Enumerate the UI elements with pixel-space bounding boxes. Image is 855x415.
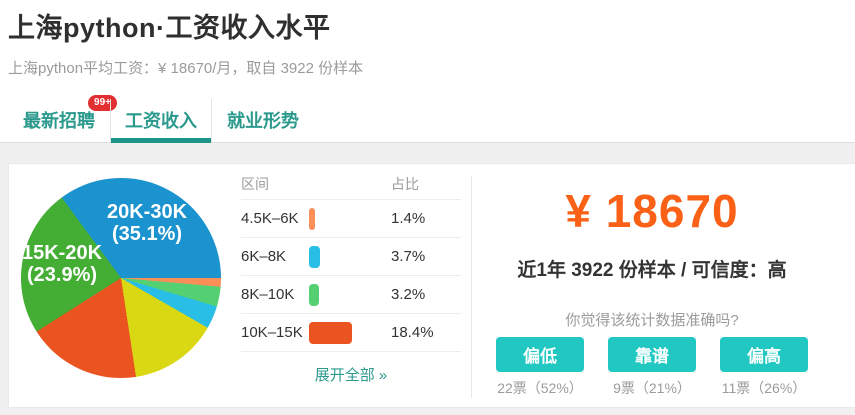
pie-chart: 20K-30K (35.1%) 15K-20K (23.9%) <box>21 178 221 378</box>
mini-bar <box>309 283 319 306</box>
table-row: 6K–8K 3.7% <box>241 237 461 275</box>
average-salary-value: ¥ 18670 <box>565 185 739 237</box>
tab-employment-trend-label: 就业形势 <box>227 111 299 131</box>
vote-accurate-count: 9票（21%） <box>613 380 691 396</box>
vote-low-count: 22票（52%） <box>497 380 583 396</box>
mini-bar <box>309 321 352 344</box>
table-footer: 展开全部 » <box>241 351 461 395</box>
table-row: 10K–15K 18.4% <box>241 313 461 351</box>
table-row: 4.5K–6K 1.4% <box>241 199 461 237</box>
vote-count-row: 22票（52%） 9票（21%） 11票（26%） <box>472 378 832 398</box>
vote-button-row: 偏低 靠谱 偏高 <box>472 337 832 372</box>
accuracy-question: 你觉得该统计数据准确吗? <box>565 312 739 329</box>
vote-high-button[interactable]: 偏高 <box>720 337 808 372</box>
salary-summary-panel: ¥ 18670 近1年 3922 份样本 / 可信度：高 你觉得该统计数据准确吗… <box>472 164 832 398</box>
pct-value: 3.2% <box>391 286 426 303</box>
pie-label-pct: (23.9%) <box>26 264 98 286</box>
pct-value: 1.4% <box>391 210 426 227</box>
table-row: 8K–10K 3.2% <box>241 275 461 313</box>
pct-value: 18.4% <box>391 324 434 341</box>
sample-credibility-line: 近1年 3922 份样本 / 可信度：高 <box>517 260 787 281</box>
page-subtitle: 上海python平均工资：¥ 18670/月，取自 3922 份样本 <box>8 60 364 77</box>
salary-distribution-card: 20K-30K (35.1%) 15K-20K (23.9%) 区间 占比 4.… <box>8 163 855 408</box>
tab-bar: 最新招聘 99+ 工资收入 就业形势 <box>0 95 855 143</box>
range-label: 8K–10K <box>241 286 295 303</box>
range-label: 10K–15K <box>241 324 303 341</box>
mini-bar <box>309 245 320 268</box>
table-header: 区间 占比 <box>241 169 461 199</box>
tab-employment-trend[interactable]: 就业形势 <box>212 99 314 143</box>
vote-accurate-button[interactable]: 靠谱 <box>608 337 696 372</box>
pie-label-range: 20K-30K <box>106 201 188 223</box>
tab-latest-jobs[interactable]: 最新招聘 99+ <box>8 95 117 143</box>
mini-bar <box>309 207 315 230</box>
page-title: 上海python·工资收入水平 <box>8 13 331 43</box>
pie-label-range: 15K-20K <box>21 242 103 264</box>
range-label: 4.5K–6K <box>241 210 299 227</box>
vote-high-count: 11票（26%） <box>721 380 807 396</box>
pct-value: 3.7% <box>391 248 426 265</box>
pie-label-15k-20k: 15K-20K (23.9%) <box>0 242 132 286</box>
salary-range-table: 区间 占比 4.5K–6K 1.4% 6K–8K 3.7% 8K–10K 3.2… <box>241 169 461 395</box>
pie-label-20k-30k: 20K-30K (35.1%) <box>77 201 217 245</box>
tab-salary-income[interactable]: 工资收入 <box>110 99 212 143</box>
vote-low-button[interactable]: 偏低 <box>496 337 584 372</box>
expand-all-link[interactable]: 展开全部 » <box>314 367 388 384</box>
new-count-badge: 99+ <box>88 95 117 111</box>
active-tab-underline <box>111 138 211 143</box>
pie-label-pct: (35.1%) <box>111 223 183 245</box>
range-label: 6K–8K <box>241 248 287 265</box>
column-header-share: 占比 <box>391 176 419 192</box>
tab-latest-jobs-label: 最新招聘 <box>23 111 95 131</box>
vertical-divider <box>471 176 472 398</box>
tab-salary-income-label: 工资收入 <box>125 111 197 131</box>
content-section: 20K-30K (35.1%) 15K-20K (23.9%) 区间 占比 4.… <box>0 144 855 415</box>
column-header-range: 区间 <box>241 176 269 192</box>
